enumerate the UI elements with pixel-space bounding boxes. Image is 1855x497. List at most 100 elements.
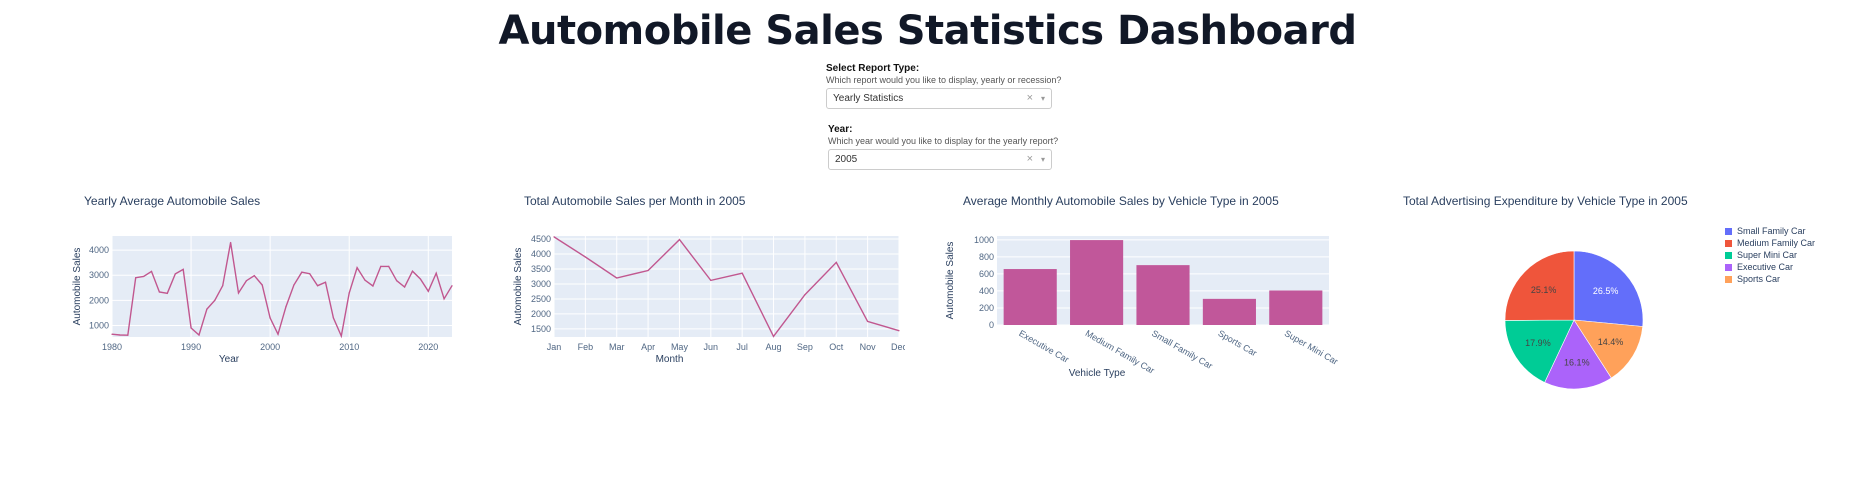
bar <box>1070 240 1124 325</box>
pie-slice <box>1573 250 1644 327</box>
data-point <box>411 270 414 272</box>
data-point <box>324 281 327 283</box>
chart-title: Average Monthly Automobile Sales by Vehi… <box>963 194 1279 208</box>
data-point <box>269 317 271 319</box>
y-tick-label: 1500 <box>531 324 551 334</box>
chevron-down-icon[interactable]: ▾ <box>1040 94 1045 103</box>
page-title: Automobile Sales Statistics Dashboard <box>498 8 1357 54</box>
data-point <box>253 275 255 277</box>
x-tick-label: Small Family Car <box>1150 328 1214 371</box>
data-point <box>427 290 429 292</box>
data-point <box>340 335 342 337</box>
y-tick-label: 3000 <box>531 279 551 289</box>
data-point <box>245 280 248 282</box>
data-point <box>135 277 137 279</box>
data-point <box>741 272 743 274</box>
legend-swatch <box>1725 228 1732 235</box>
x-tick-label: May <box>671 342 689 352</box>
data-point <box>372 285 374 287</box>
data-point <box>222 285 224 287</box>
y-tick-label: 4500 <box>531 234 551 244</box>
data-point <box>127 334 129 336</box>
data-point <box>380 265 382 268</box>
slice-label: 26.5% <box>1593 286 1619 296</box>
data-point <box>158 291 161 293</box>
data-point <box>678 238 681 241</box>
data-point <box>772 335 775 338</box>
slice-label: 14.4% <box>1598 337 1624 347</box>
data-point <box>396 280 398 282</box>
report-type-description: Which report would you like to display, … <box>826 75 1062 85</box>
x-tick-label: Executive Car <box>1017 328 1071 365</box>
data-point <box>150 270 153 273</box>
x-tick-label: 1980 <box>102 342 122 352</box>
report-type-value: Yearly Statistics <box>833 93 904 104</box>
x-axis-label: Year <box>219 354 240 365</box>
bar <box>1136 265 1190 325</box>
x-tick-label: Sports Car <box>1216 328 1258 358</box>
legend-swatch <box>1725 276 1732 283</box>
data-point <box>898 330 900 332</box>
data-point <box>710 279 712 281</box>
slice-label: 17.9% <box>1525 338 1551 348</box>
legend-item: Medium Family Car <box>1737 238 1815 248</box>
chart-title: Total Automobile Sales per Month in 2005 <box>524 194 746 208</box>
y-tick-label: 1000 <box>89 320 109 330</box>
y-tick-label: 0 <box>989 320 994 330</box>
x-tick-label: Apr <box>641 342 655 352</box>
series-line <box>111 242 453 339</box>
x-tick-label: Oct <box>829 342 844 352</box>
year-value: 2005 <box>835 154 858 165</box>
data-point <box>237 292 240 294</box>
y-axis-label: Automobile Sales <box>72 248 83 326</box>
legend-swatch <box>1725 252 1732 259</box>
clear-icon[interactable]: × <box>1026 92 1033 104</box>
series-line <box>553 236 900 338</box>
data-point <box>451 285 453 287</box>
legend-swatch <box>1725 264 1732 271</box>
x-axis-label: Vehicle Type <box>1069 368 1126 379</box>
y-tick-label: 600 <box>979 269 994 279</box>
x-tick-label: Nov <box>860 342 877 352</box>
data-point <box>166 292 168 294</box>
legend-swatch <box>1725 240 1732 247</box>
x-tick-label: 2010 <box>339 342 359 352</box>
y-tick-label: 1000 <box>974 235 994 245</box>
legend-item: Executive Car <box>1737 262 1793 272</box>
plot-area <box>554 236 899 337</box>
vehicle-type-bar-chart: Average Monthly Automobile Sales by Vehi… <box>945 194 1340 379</box>
y-tick-label: 4000 <box>531 249 551 259</box>
bar <box>1269 290 1323 325</box>
data-point <box>364 279 366 281</box>
year-dropdown[interactable]: 2005 × ▾ <box>828 149 1052 170</box>
report-type-label: Select Report Type: <box>826 63 920 74</box>
y-tick-label: 200 <box>979 303 994 313</box>
y-tick-label: 2000 <box>531 309 551 319</box>
x-tick-label: Feb <box>578 342 594 352</box>
data-point <box>206 308 208 310</box>
data-point <box>230 241 232 244</box>
data-point <box>214 299 216 301</box>
data-point <box>174 273 176 275</box>
legend-item: Small Family Car <box>1737 226 1806 236</box>
y-axis-label: Automobile Sales <box>513 248 524 326</box>
data-point <box>553 236 555 238</box>
y-tick-label: 400 <box>979 286 994 296</box>
legend-item: Sports Car <box>1737 274 1780 284</box>
data-point <box>419 278 421 280</box>
x-tick-label: 1990 <box>181 342 201 352</box>
data-point <box>182 268 184 271</box>
year-control: Year: Which year would you like to displ… <box>828 124 1058 170</box>
data-point <box>261 284 263 286</box>
yearly-sales-line-chart: Yearly Average Automobile Sales 1980 1990 2… <box>72 194 453 365</box>
y-tick-label: 3500 <box>531 264 551 274</box>
report-type-control: Select Report Type: Which report would y… <box>826 63 1061 109</box>
data-point <box>293 284 295 286</box>
data-point <box>403 286 406 288</box>
year-description: Which year would you like to display for… <box>828 136 1059 146</box>
chevron-down-icon[interactable]: ▾ <box>1040 155 1045 164</box>
report-type-dropdown[interactable]: Yearly Statistics × ▾ <box>826 88 1052 109</box>
legend-item: Super Mini Car <box>1737 250 1797 260</box>
clear-icon[interactable]: × <box>1026 153 1033 165</box>
x-tick-label: Dec <box>891 342 905 352</box>
